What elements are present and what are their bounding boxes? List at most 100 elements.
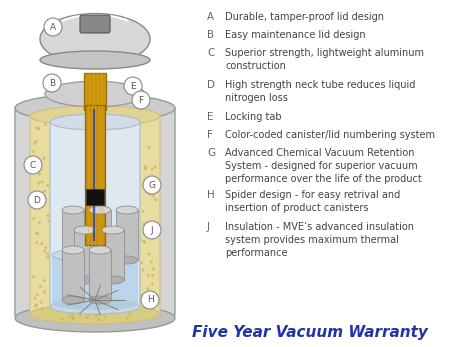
Text: High strength neck tube reduces liquid
nitrogen loss: High strength neck tube reduces liquid n…	[225, 80, 415, 103]
Circle shape	[43, 291, 46, 294]
Circle shape	[80, 291, 83, 294]
Ellipse shape	[30, 304, 160, 324]
Circle shape	[24, 156, 42, 174]
Circle shape	[47, 214, 50, 217]
Text: C: C	[30, 161, 36, 169]
Polygon shape	[15, 108, 175, 330]
Circle shape	[148, 252, 151, 255]
Text: J: J	[207, 222, 210, 232]
Circle shape	[151, 293, 154, 295]
Polygon shape	[62, 250, 84, 300]
Circle shape	[152, 268, 155, 271]
Circle shape	[154, 198, 158, 201]
Circle shape	[105, 301, 108, 304]
Circle shape	[44, 246, 47, 249]
Ellipse shape	[89, 246, 111, 254]
Ellipse shape	[40, 51, 150, 69]
Text: Insulation - MVE’s advanced insulation
system provides maximum thermal
performan: Insulation - MVE’s advanced insulation s…	[225, 222, 414, 259]
Circle shape	[40, 180, 43, 184]
Circle shape	[108, 293, 111, 296]
Circle shape	[32, 275, 35, 278]
Circle shape	[34, 305, 37, 308]
Ellipse shape	[102, 226, 124, 234]
Circle shape	[39, 285, 42, 288]
Circle shape	[97, 318, 100, 321]
Circle shape	[100, 306, 103, 309]
Ellipse shape	[62, 246, 84, 254]
Text: F: F	[207, 130, 213, 140]
Circle shape	[141, 210, 144, 213]
Text: E: E	[130, 82, 136, 91]
Circle shape	[107, 302, 110, 305]
Ellipse shape	[74, 226, 96, 234]
Circle shape	[148, 302, 151, 305]
Text: C: C	[207, 48, 214, 58]
Ellipse shape	[45, 81, 145, 107]
FancyBboxPatch shape	[86, 189, 104, 205]
Polygon shape	[30, 116, 160, 322]
Text: Color-coded canister/lid numbering system: Color-coded canister/lid numbering syste…	[225, 130, 435, 140]
Circle shape	[76, 294, 79, 297]
Circle shape	[89, 301, 92, 303]
Circle shape	[79, 313, 82, 316]
Circle shape	[147, 274, 150, 277]
Circle shape	[142, 222, 145, 226]
Circle shape	[35, 231, 38, 234]
Ellipse shape	[116, 206, 138, 214]
Circle shape	[145, 190, 148, 193]
Text: G: G	[207, 148, 215, 158]
Circle shape	[148, 290, 151, 294]
Circle shape	[37, 127, 40, 130]
Circle shape	[88, 308, 91, 311]
Circle shape	[86, 315, 90, 318]
Circle shape	[143, 240, 146, 244]
Circle shape	[69, 300, 72, 303]
Circle shape	[33, 297, 36, 300]
Circle shape	[148, 146, 151, 149]
Circle shape	[142, 240, 145, 243]
Circle shape	[143, 176, 161, 194]
Circle shape	[109, 310, 112, 313]
Circle shape	[37, 181, 40, 185]
Circle shape	[144, 165, 147, 168]
Ellipse shape	[30, 106, 160, 126]
Circle shape	[40, 301, 43, 304]
Circle shape	[140, 261, 143, 264]
Text: B: B	[207, 30, 214, 40]
Polygon shape	[74, 230, 96, 280]
Circle shape	[127, 306, 130, 309]
Circle shape	[43, 250, 46, 253]
Circle shape	[35, 127, 38, 130]
Circle shape	[68, 315, 71, 318]
Circle shape	[46, 184, 50, 187]
Circle shape	[139, 238, 141, 242]
Polygon shape	[89, 250, 111, 300]
Circle shape	[72, 317, 75, 320]
Circle shape	[151, 282, 154, 286]
Circle shape	[139, 294, 142, 297]
Circle shape	[141, 291, 159, 309]
Text: Five Year Vacuum Warranty: Five Year Vacuum Warranty	[192, 325, 428, 340]
Circle shape	[67, 296, 70, 299]
Circle shape	[94, 314, 97, 317]
Circle shape	[46, 256, 50, 259]
Circle shape	[96, 314, 99, 318]
Circle shape	[118, 293, 121, 296]
Text: Superior strength, lightweight aluminum
construction: Superior strength, lightweight aluminum …	[225, 48, 424, 71]
Circle shape	[108, 301, 111, 304]
Text: E: E	[207, 112, 213, 122]
Circle shape	[88, 294, 90, 297]
Ellipse shape	[52, 248, 138, 262]
Circle shape	[142, 184, 145, 187]
Circle shape	[36, 232, 40, 235]
Text: A: A	[50, 23, 56, 32]
Circle shape	[146, 287, 149, 290]
Circle shape	[154, 166, 157, 169]
Circle shape	[151, 274, 154, 277]
Polygon shape	[89, 210, 111, 260]
Circle shape	[35, 140, 38, 143]
Circle shape	[44, 123, 47, 126]
Circle shape	[148, 193, 151, 196]
Circle shape	[83, 298, 86, 301]
Circle shape	[141, 269, 144, 271]
